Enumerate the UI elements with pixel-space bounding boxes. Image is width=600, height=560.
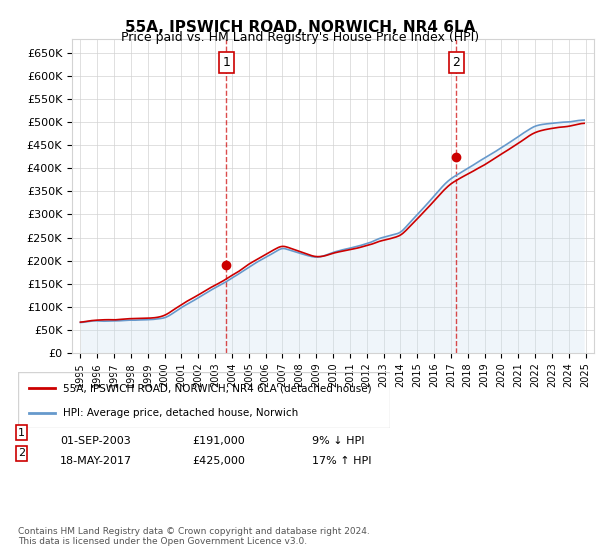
Text: 2: 2 (452, 56, 460, 69)
Text: 2: 2 (18, 449, 25, 459)
Text: 1: 1 (18, 428, 25, 438)
Text: Contains HM Land Registry data © Crown copyright and database right 2024.
This d: Contains HM Land Registry data © Crown c… (18, 526, 370, 546)
Text: £425,000: £425,000 (192, 456, 245, 466)
Text: 17% ↑ HPI: 17% ↑ HPI (312, 456, 371, 466)
Text: 1: 1 (223, 56, 230, 69)
Text: 01-SEP-2003: 01-SEP-2003 (60, 436, 131, 446)
Text: HPI: Average price, detached house, Norwich: HPI: Average price, detached house, Norw… (62, 408, 298, 418)
Text: 9% ↓ HPI: 9% ↓ HPI (312, 436, 365, 446)
Text: 55A, IPSWICH ROAD, NORWICH, NR4 6LA (detached house): 55A, IPSWICH ROAD, NORWICH, NR4 6LA (det… (62, 383, 371, 393)
Text: 55A, IPSWICH ROAD, NORWICH, NR4 6LA: 55A, IPSWICH ROAD, NORWICH, NR4 6LA (125, 20, 475, 35)
Text: Price paid vs. HM Land Registry's House Price Index (HPI): Price paid vs. HM Land Registry's House … (121, 31, 479, 44)
Text: 18-MAY-2017: 18-MAY-2017 (60, 456, 132, 466)
Text: £191,000: £191,000 (192, 436, 245, 446)
